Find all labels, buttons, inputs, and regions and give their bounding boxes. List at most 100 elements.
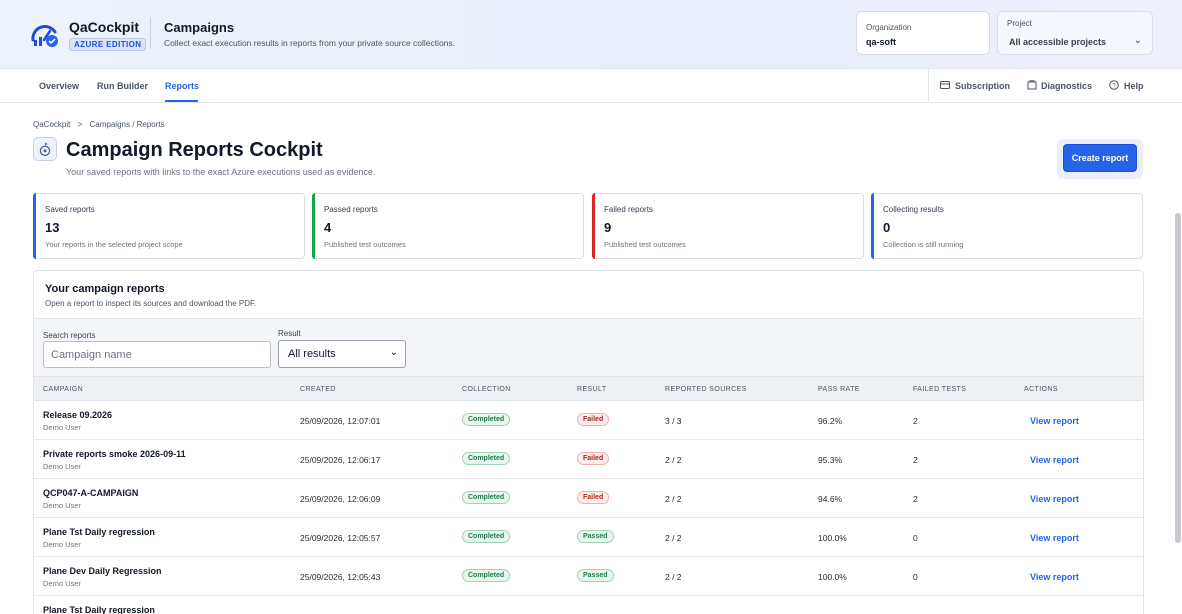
subscription-icon bbox=[940, 81, 950, 89]
reported-sources: 2 / 2 bbox=[665, 572, 682, 582]
result-select[interactable]: All results ⌄ bbox=[278, 340, 406, 368]
column-header: COLLECTION bbox=[462, 386, 511, 393]
stat-card-passed: Passed reports 4 Published test outcomes bbox=[312, 193, 584, 259]
stat-label: Collecting results bbox=[883, 205, 944, 214]
result-badge: Failed bbox=[577, 452, 610, 465]
edition-badge: AZURE EDITION bbox=[69, 38, 147, 51]
stat-card-collecting: Collecting results 0 Collection is still… bbox=[871, 193, 1143, 259]
column-header: ACTIONS bbox=[1024, 386, 1058, 393]
table-row[interactable]: Plane Dev Daily Regression Demo User 25/… bbox=[34, 557, 1143, 596]
failed-tests: 0 bbox=[913, 533, 918, 543]
stat-description: Published test outcomes bbox=[324, 240, 406, 249]
view-report-link[interactable]: View report bbox=[1030, 494, 1079, 504]
create-report-button[interactable]: Create report bbox=[1063, 144, 1137, 172]
chevron-down-icon: ⌄ bbox=[1133, 35, 1142, 46]
table-row[interactable]: Private reports smoke 2026-09-11 Demo Us… bbox=[34, 440, 1143, 479]
created-date: 25/09/2026, 12:05:43 bbox=[300, 572, 381, 582]
view-report-link[interactable]: View report bbox=[1030, 572, 1079, 582]
campaign-user: Demo User bbox=[43, 423, 81, 432]
table-header: CAMPAIGN CREATED COLLECTION RESULT REPOR… bbox=[34, 376, 1143, 401]
stat-label: Saved reports bbox=[45, 205, 95, 214]
project-select[interactable]: Project All accessible projects ⌄ bbox=[997, 11, 1153, 55]
failed-tests: 0 bbox=[913, 572, 918, 582]
stat-label: Passed reports bbox=[324, 205, 378, 214]
stat-card-saved: Saved reports 13 Your reports in the sel… bbox=[33, 193, 305, 259]
table-row[interactable]: Plane Tst Daily regression Demo User 25/… bbox=[34, 518, 1143, 557]
breadcrumb-separator: > bbox=[77, 120, 83, 129]
tab-run-builder[interactable]: Run Builder bbox=[97, 81, 148, 91]
header-subtitle: Collect exact execution results in repor… bbox=[164, 38, 456, 48]
pass-rate: 94.6% bbox=[818, 494, 843, 504]
column-header: RESULT bbox=[577, 386, 607, 393]
collection-badge: Completed bbox=[462, 413, 511, 426]
help-icon: ? bbox=[1109, 80, 1119, 90]
organization-label: Organization bbox=[866, 23, 912, 32]
chevron-down-icon: ⌄ bbox=[389, 347, 398, 358]
pass-rate: 100.0% bbox=[818, 572, 847, 582]
campaign-name: Release 09.2026 bbox=[43, 410, 113, 420]
view-report-link[interactable]: View report bbox=[1030, 416, 1079, 426]
stat-description: Your reports in the selected project sco… bbox=[45, 240, 183, 249]
table-row[interactable]: Release 09.2026 Demo User 25/09/2026, 12… bbox=[34, 401, 1143, 440]
stat-value: 4 bbox=[324, 220, 332, 235]
campaign-name: QCP047-A-CAMPAIGN bbox=[43, 488, 139, 498]
qacockpit-logo-icon bbox=[31, 25, 58, 47]
nav-diagnostics[interactable]: Diagnostics bbox=[1041, 81, 1093, 91]
created-date: 25/09/2026, 12:05:57 bbox=[300, 533, 381, 543]
pass-rate: 95.3% bbox=[818, 455, 843, 465]
stat-description: Collection is still running bbox=[883, 240, 964, 249]
result-badge: Failed bbox=[577, 413, 610, 426]
header-divider bbox=[150, 17, 151, 49]
tab-overview[interactable]: Overview bbox=[39, 81, 80, 91]
breadcrumb-root[interactable]: QaCockpit bbox=[33, 120, 71, 129]
create-report-wrapper: Create report bbox=[1057, 139, 1143, 179]
project-label: Project bbox=[1007, 19, 1032, 28]
active-tab-indicator bbox=[165, 100, 198, 102]
nav-help[interactable]: Help bbox=[1124, 81, 1144, 91]
stat-accent-bar bbox=[33, 193, 36, 259]
tab-reports[interactable]: Reports bbox=[165, 81, 200, 91]
campaign-user: Demo User bbox=[43, 462, 81, 471]
failed-tests: 2 bbox=[913, 416, 918, 426]
svg-text:?: ? bbox=[1112, 83, 1116, 89]
result-badge: Failed bbox=[577, 491, 610, 504]
reported-sources: 2 / 2 bbox=[665, 533, 682, 543]
search-input[interactable] bbox=[43, 341, 271, 368]
campaign-name: Plane Dev Daily Regression bbox=[43, 566, 162, 576]
page-title: Campaign Reports Cockpit bbox=[66, 139, 323, 161]
failed-tests: 2 bbox=[913, 494, 918, 504]
page-scrollbar[interactable] bbox=[1175, 213, 1181, 543]
view-report-link[interactable]: View report bbox=[1030, 533, 1079, 543]
organization-value: qa-soft bbox=[866, 37, 896, 47]
brand-name: QaCockpit bbox=[69, 19, 140, 35]
collection-badge: Completed bbox=[462, 452, 511, 465]
breadcrumb-path: Campaigns / Reports bbox=[89, 120, 165, 129]
app-header: QaCockpit AZURE EDITION Campaigns Collec… bbox=[0, 0, 1182, 69]
breadcrumb: QaCockpit > Campaigns / Reports bbox=[33, 120, 165, 129]
collection-badge: Completed bbox=[462, 569, 511, 582]
stat-value: 13 bbox=[45, 220, 60, 235]
result-badge: Passed bbox=[577, 569, 614, 582]
campaign-name: Private reports smoke 2026-09-11 bbox=[43, 449, 186, 459]
column-header: FAILED TESTS bbox=[913, 386, 967, 393]
page-subtitle: Your saved reports with links to the exa… bbox=[66, 167, 376, 177]
result-badge: Passed bbox=[577, 530, 614, 543]
stat-card-failed: Failed reports 9 Published test outcomes bbox=[592, 193, 864, 259]
nav-separator bbox=[928, 69, 929, 103]
table-row[interactable]: Plane Tst Daily regression bbox=[34, 596, 1143, 614]
pass-rate: 96.2% bbox=[818, 416, 843, 426]
panel-title: Your campaign reports bbox=[45, 283, 165, 295]
collection-badge: Completed bbox=[462, 530, 511, 543]
result-select-value: All results bbox=[288, 348, 336, 360]
view-report-link[interactable]: View report bbox=[1030, 455, 1079, 465]
column-header: CAMPAIGN bbox=[43, 386, 84, 393]
table-row[interactable]: QCP047-A-CAMPAIGN Demo User 25/09/2026, … bbox=[34, 479, 1143, 518]
main-nav: Overview Run Builder Reports Subscriptio… bbox=[0, 69, 1182, 103]
campaign-name: Plane Tst Daily regression bbox=[43, 605, 155, 614]
pass-rate: 100.0% bbox=[818, 533, 847, 543]
campaign-name: Plane Tst Daily regression bbox=[43, 527, 155, 537]
created-date: 25/09/2026, 12:06:09 bbox=[300, 494, 381, 504]
organization-box: Organization qa-soft bbox=[856, 11, 990, 55]
nav-subscription[interactable]: Subscription bbox=[955, 81, 1011, 91]
header-title: Campaigns bbox=[164, 20, 235, 35]
